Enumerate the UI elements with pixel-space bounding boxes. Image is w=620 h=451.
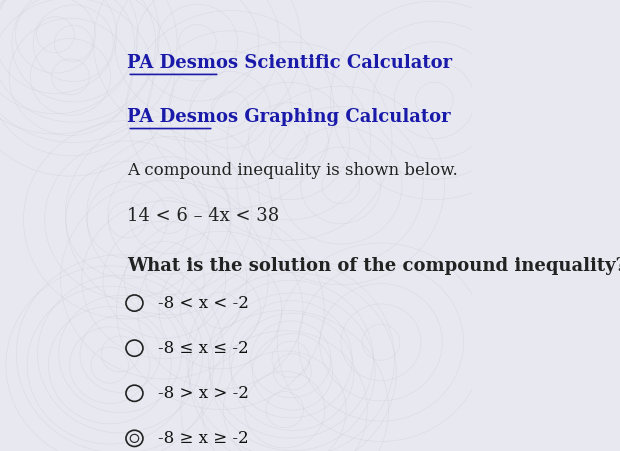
Text: -8 > x > -2: -8 > x > -2 xyxy=(158,385,249,402)
Text: -8 < x < -2: -8 < x < -2 xyxy=(158,295,249,312)
Text: PA Desmos Graphing Calculator: PA Desmos Graphing Calculator xyxy=(127,108,451,126)
Text: -8 ≤ x ≤ -2: -8 ≤ x ≤ -2 xyxy=(158,340,249,357)
Text: -8 ≥ x ≥ -2: -8 ≥ x ≥ -2 xyxy=(158,430,249,447)
Text: 14 < 6 – 4x < 38: 14 < 6 – 4x < 38 xyxy=(127,207,280,226)
Text: A compound inequality is shown below.: A compound inequality is shown below. xyxy=(127,162,458,179)
Text: What is the solution of the compound inequality?: What is the solution of the compound ine… xyxy=(127,257,620,275)
Text: PA Desmos Scientific Calculator: PA Desmos Scientific Calculator xyxy=(127,54,453,72)
